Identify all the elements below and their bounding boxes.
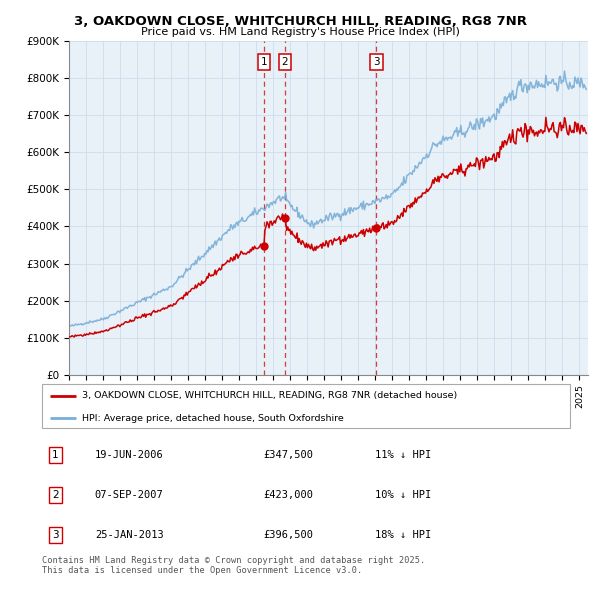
Text: Contains HM Land Registry data © Crown copyright and database right 2025.
This d: Contains HM Land Registry data © Crown c… [42,556,425,575]
Text: 19-JUN-2006: 19-JUN-2006 [95,450,164,460]
Text: 3, OAKDOWN CLOSE, WHITCHURCH HILL, READING, RG8 7NR: 3, OAKDOWN CLOSE, WHITCHURCH HILL, READI… [74,15,527,28]
Text: 1: 1 [261,57,268,67]
FancyBboxPatch shape [42,384,570,428]
Text: 18% ↓ HPI: 18% ↓ HPI [374,530,431,540]
Text: 3, OAKDOWN CLOSE, WHITCHURCH HILL, READING, RG8 7NR (detached house): 3, OAKDOWN CLOSE, WHITCHURCH HILL, READI… [82,391,457,401]
Text: £396,500: £396,500 [264,530,314,540]
Text: 2: 2 [52,490,59,500]
Text: 3: 3 [52,530,59,540]
Text: 07-SEP-2007: 07-SEP-2007 [95,490,164,500]
Text: Price paid vs. HM Land Registry's House Price Index (HPI): Price paid vs. HM Land Registry's House … [140,27,460,37]
Text: 1: 1 [52,450,59,460]
Text: 25-JAN-2013: 25-JAN-2013 [95,530,164,540]
Text: £347,500: £347,500 [264,450,314,460]
Text: 2: 2 [281,57,288,67]
Text: 3: 3 [373,57,380,67]
Text: 11% ↓ HPI: 11% ↓ HPI [374,450,431,460]
Text: 10% ↓ HPI: 10% ↓ HPI [374,490,431,500]
Text: £423,000: £423,000 [264,490,314,500]
Text: HPI: Average price, detached house, South Oxfordshire: HPI: Average price, detached house, Sout… [82,414,343,422]
